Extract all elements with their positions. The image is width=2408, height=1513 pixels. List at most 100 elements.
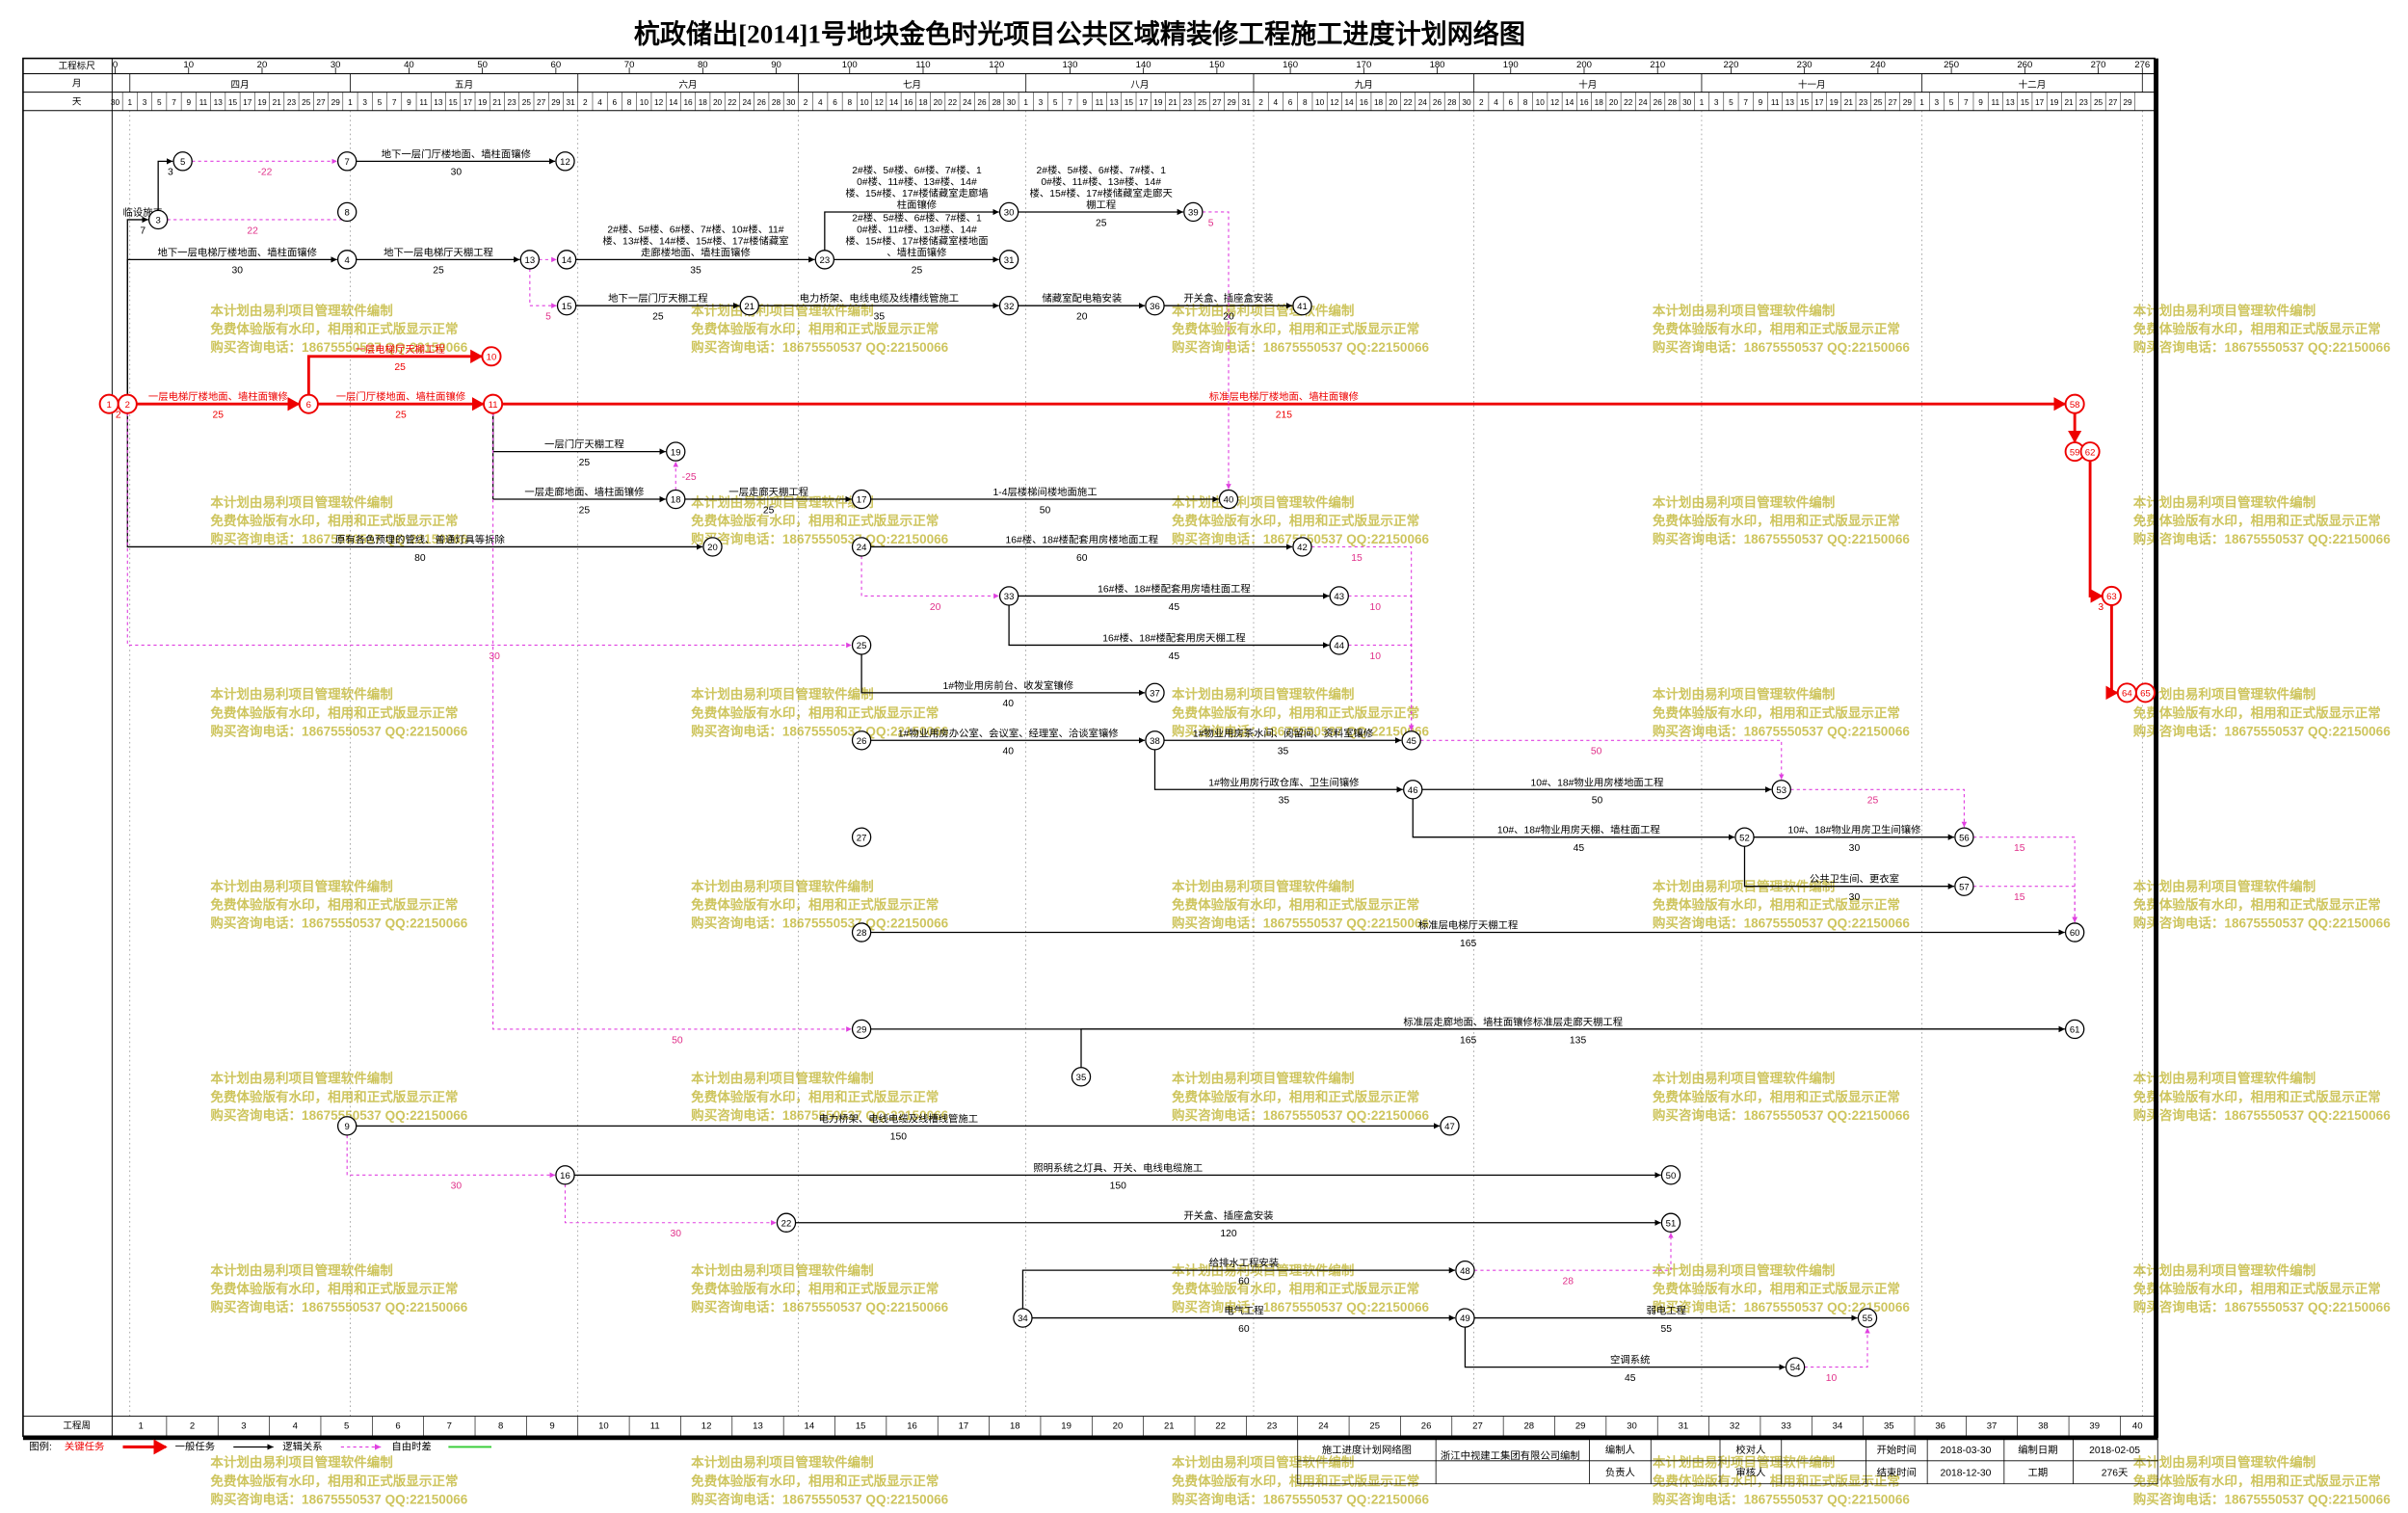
task-arrow	[346, 1134, 556, 1179]
week-label: 11	[650, 1420, 660, 1431]
task-arrow	[1311, 545, 1415, 730]
node-label: 63	[2106, 592, 2117, 602]
ruler-label: 190	[1503, 60, 1519, 70]
node-label: 52	[1739, 833, 1750, 843]
task-name: 1#物业用房茶水间、阅留间、资料室镶修	[1193, 727, 1374, 739]
task-duration: 25	[213, 411, 225, 421]
day-label: 12	[875, 98, 885, 107]
week-label: 7	[447, 1420, 452, 1431]
watermark: 本计划由易利项目管理软件编制	[1172, 686, 1354, 702]
ruler-label: 210	[1650, 60, 1665, 70]
node-label: 9	[345, 1122, 350, 1132]
watermark: 购买咨询电话：18675550537 QQ:22150066	[691, 1491, 948, 1506]
watermark: 本计划由易利项目管理软件编制	[2133, 1071, 2315, 1086]
task-name: 一层电梯厅楼地面、墙柱面镶修	[148, 390, 288, 403]
task-duration: 5	[1208, 218, 1214, 228]
node-label: 54	[1790, 1363, 1801, 1373]
ruler-label: 250	[1944, 60, 1959, 70]
ruler-label: 260	[2017, 60, 2032, 70]
day-label: 30	[1682, 98, 1692, 107]
legend-label: 关键任务	[65, 1441, 104, 1453]
ruler-label: 60	[551, 60, 562, 70]
task-name: 一层门厅楼地面、墙柱面镶修	[336, 390, 466, 403]
watermark: 本计划由易利项目管理软件编制	[2133, 494, 2315, 510]
week-label: 10	[598, 1420, 609, 1431]
task-duration: 20	[930, 602, 941, 613]
task-duration: 10	[1369, 602, 1381, 613]
day-label: 22	[1624, 98, 1633, 107]
watermark: 购买咨询电话：18675550537 QQ:22150066	[1653, 1107, 1910, 1123]
task-arrow	[2088, 461, 2104, 603]
watermark: 免费体验版有水印，相用和正式版显示正常	[1172, 321, 1419, 336]
task-name: 一层电梯厅天棚工程	[356, 343, 445, 356]
node	[998, 201, 1019, 223]
day-label: 30	[1462, 98, 1471, 107]
watermark: 免费体验版有水印，相用和正式版显示正常	[2133, 704, 2381, 720]
task-duration: 25	[652, 312, 664, 323]
task-duration: 60	[1076, 553, 1088, 564]
task-name: 10#、18#物业用房楼地面工程	[1531, 776, 1664, 788]
watermark: 免费体验版有水印，相用和正式版显示正常	[1172, 1089, 1419, 1104]
footer-cell: 2018-02-05	[2089, 1446, 2140, 1456]
task-duration: 30	[451, 1181, 463, 1192]
task-duration: 30	[451, 168, 463, 178]
day-label: 10	[1536, 98, 1546, 107]
day-label: 25	[1873, 98, 1883, 107]
node	[519, 250, 541, 270]
day-label: 20	[1609, 98, 1619, 107]
day-label: 6	[1288, 98, 1293, 107]
watermark: 本计划由易利项目管理软件编制	[1653, 878, 1835, 893]
day-label: 9	[1978, 98, 1983, 107]
day-label: 10	[640, 98, 649, 107]
day-label: 21	[1844, 98, 1854, 107]
node	[1771, 780, 1791, 800]
node	[998, 295, 1019, 316]
node-label: 39	[1188, 208, 1199, 219]
day-label: 17	[463, 98, 473, 107]
week-label: 28	[1524, 1420, 1535, 1431]
node-label: 53	[1776, 785, 1786, 796]
watermark: 购买咨询电话：18675550537 QQ:22150066	[1653, 339, 1910, 355]
day-label: 30	[1007, 98, 1017, 107]
month-label: 七月	[903, 80, 921, 91]
week-label: 21	[1164, 1420, 1175, 1431]
footer-cell: 编制日期	[2018, 1444, 2057, 1456]
task-duration: 5	[545, 312, 551, 323]
day-label: 9	[186, 98, 191, 107]
ruler-label: 20	[257, 60, 268, 70]
day-label: 25	[1198, 98, 1207, 107]
week-label: 20	[1113, 1420, 1124, 1431]
task-duration: 25	[433, 266, 444, 277]
day-label: 8	[627, 98, 632, 107]
node	[1401, 730, 1421, 751]
day-label: 11	[199, 98, 208, 107]
day-label: 24	[963, 98, 972, 107]
month-label: 十一月	[1798, 79, 1826, 91]
watermark: 免费体验版有水印，相用和正式版显示正常	[1653, 1089, 1900, 1104]
day-label: 13	[1110, 98, 1120, 107]
week-label: 17	[959, 1420, 969, 1431]
task-arrow	[126, 412, 852, 649]
watermark: 购买咨询电话：18675550537 QQ:22150066	[1653, 1299, 1910, 1314]
day-label: 1	[1919, 98, 1924, 107]
task-duration: 50	[672, 1035, 683, 1046]
task-arrow	[1790, 788, 1968, 828]
watermark: 免费体验版有水印，相用和正式版显示正常	[1653, 897, 1900, 913]
day-label: 12	[654, 98, 664, 107]
task-duration: 3	[2098, 602, 2104, 613]
month-label: 八月	[1130, 80, 1149, 91]
week-label: 33	[1781, 1420, 1791, 1431]
task-duration: 22	[247, 226, 258, 236]
node-label: 5	[180, 157, 185, 168]
watermark: 购买咨询电话：18675550537 QQ:22150066	[210, 1491, 467, 1506]
task-name: 标准层走廊地面、墙柱面镶修	[1403, 1016, 1533, 1028]
day-label: 5	[1053, 98, 1058, 107]
node	[147, 209, 169, 230]
node	[1455, 1260, 1475, 1281]
node-label: 20	[707, 543, 718, 553]
node-label: 8	[345, 208, 350, 219]
day-label: 24	[742, 98, 752, 107]
node-label: 41	[1297, 302, 1308, 312]
day-label: 25	[2094, 98, 2104, 107]
